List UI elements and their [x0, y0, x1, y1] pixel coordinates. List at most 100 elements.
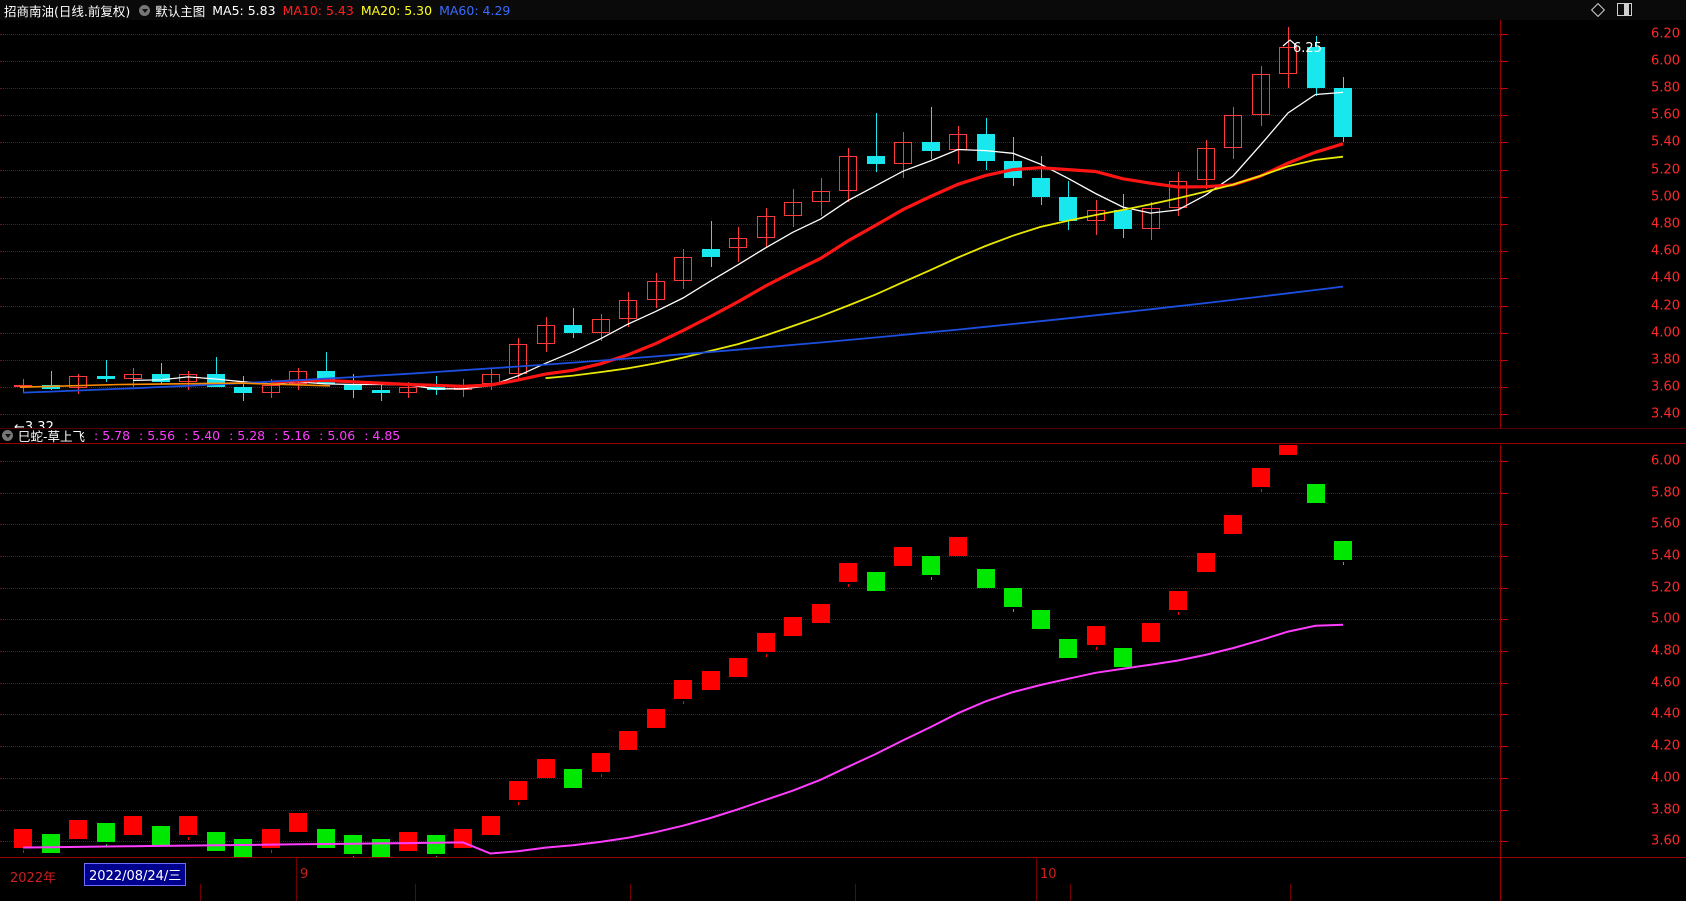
indicator-block[interactable]: [289, 813, 307, 833]
candle-body[interactable]: [69, 376, 87, 389]
indicator-block[interactable]: [564, 768, 582, 788]
candle-body[interactable]: [1224, 115, 1242, 148]
indicator-block[interactable]: [756, 632, 775, 652]
indicator-name-label[interactable]: 巳蛇-草上飞: [18, 429, 86, 444]
candle-body[interactable]: [756, 215, 775, 238]
candle-body[interactable]: [399, 387, 417, 393]
candle-body[interactable]: [1086, 210, 1105, 222]
indicator-block[interactable]: [69, 819, 87, 839]
circle-chevron-down-icon[interactable]: [2, 430, 13, 441]
candle-body[interactable]: [866, 156, 885, 165]
main-plot-area[interactable]: ←3.326.25横减跌预: [0, 20, 1500, 428]
split-view-icon[interactable]: [1617, 3, 1632, 16]
indicator-block[interactable]: [866, 572, 885, 592]
candle-body[interactable]: [344, 384, 362, 390]
indicator-block[interactable]: [1169, 591, 1187, 611]
indicator-block[interactable]: [426, 835, 445, 855]
candle-body[interactable]: [536, 324, 555, 344]
candle-body[interactable]: [811, 191, 830, 203]
candle-body[interactable]: [96, 376, 115, 379]
candle-body[interactable]: [1031, 177, 1050, 197]
candle-body[interactable]: [619, 300, 637, 320]
candle-body[interactable]: [674, 256, 692, 282]
indicator-block[interactable]: [646, 708, 665, 728]
candle-body[interactable]: [839, 156, 857, 192]
indicator-block[interactable]: [1279, 445, 1297, 455]
indicator-block[interactable]: [839, 562, 857, 582]
indicator-block[interactable]: [729, 657, 747, 677]
indicator-block[interactable]: [234, 838, 252, 857]
indicator-block[interactable]: [1004, 588, 1022, 608]
circle-chevron-down-icon[interactable]: [139, 4, 151, 16]
indicator-block[interactable]: [976, 569, 995, 589]
indicator-block[interactable]: [124, 816, 142, 836]
indicator-block[interactable]: [14, 829, 32, 848]
indicator-block[interactable]: [1224, 515, 1242, 535]
indicator-block[interactable]: [1196, 553, 1215, 573]
axis-tick: [1501, 88, 1508, 89]
indicator-block[interactable]: [811, 604, 830, 623]
candle-body[interactable]: [784, 202, 802, 216]
candle-body[interactable]: [1279, 47, 1297, 75]
indicator-block[interactable]: [1251, 467, 1270, 487]
indicator-block[interactable]: [921, 556, 940, 576]
candle-body[interactable]: [921, 142, 940, 151]
candle-body[interactable]: [151, 373, 170, 382]
sub-indicator-panel[interactable]: 6.00 5.80 5.60 5.40 5.20 5.00 4.80 4.60 4.40 4.20…: [0, 445, 1686, 857]
indicator-block[interactable]: [1306, 483, 1325, 503]
candle-body[interactable]: [289, 370, 307, 385]
candle-body[interactable]: [1251, 74, 1270, 116]
candle-body[interactable]: [729, 237, 747, 249]
candle-body[interactable]: [124, 373, 142, 379]
diamond-icon[interactable]: [1590, 2, 1606, 18]
candle-body[interactable]: [894, 142, 912, 165]
candle-body[interactable]: [564, 324, 582, 333]
candle-body[interactable]: [1141, 207, 1160, 230]
candle-body[interactable]: [976, 134, 995, 162]
sub-plot-area[interactable]: [0, 445, 1500, 857]
indicator-block[interactable]: [1059, 638, 1077, 658]
selected-date-box[interactable]: 2022/08/24/三: [84, 863, 187, 886]
indicator-block[interactable]: [894, 546, 912, 566]
candle-body[interactable]: [1196, 147, 1215, 181]
candle-body[interactable]: [509, 343, 527, 374]
indicator-block[interactable]: [674, 680, 692, 699]
time-axis[interactable]: 2022年 2022/08/24/三 9 10 日线: [0, 857, 1686, 901]
candle-body[interactable]: [1334, 88, 1352, 137]
indicator-block[interactable]: [151, 825, 170, 845]
candle-body[interactable]: [1306, 47, 1325, 88]
candle-body[interactable]: [261, 384, 280, 393]
indicator-value-1: : 5.56: [139, 428, 176, 443]
candle-body[interactable]: [1114, 210, 1132, 230]
indicator-block[interactable]: [1114, 648, 1132, 668]
indicator-block[interactable]: [179, 816, 197, 836]
indicator-block[interactable]: [1141, 623, 1160, 642]
period-box[interactable]: 日线: [1500, 857, 1686, 901]
indicator-block[interactable]: [96, 822, 115, 842]
candle-body[interactable]: [701, 248, 720, 257]
candle-body[interactable]: [1169, 180, 1187, 208]
indicator-block[interactable]: [536, 759, 555, 779]
indicator-block[interactable]: [261, 829, 280, 848]
indicator-block[interactable]: [1334, 540, 1352, 560]
indicator-block[interactable]: [1086, 626, 1105, 646]
indicator-block[interactable]: [399, 832, 417, 852]
indicator-block[interactable]: [619, 730, 637, 750]
indicator-block[interactable]: [481, 816, 500, 836]
main-price-panel[interactable]: 6.20 6.00 5.80 5.60 5.40 5.20 5.00 4.80 4.60 4.40…: [0, 20, 1686, 428]
indicator-block[interactable]: [701, 670, 720, 690]
indicator-block[interactable]: [206, 832, 225, 852]
candle-body[interactable]: [371, 389, 390, 393]
candle-body[interactable]: [646, 281, 665, 301]
indicator-block[interactable]: [784, 616, 802, 636]
indicator-block[interactable]: [1031, 610, 1050, 630]
indicator-block[interactable]: [591, 752, 610, 772]
layout-name-label[interactable]: 默认主图: [155, 3, 206, 19]
indicator-block[interactable]: [344, 835, 362, 855]
symbol-title[interactable]: 招商南油(日线.前复权): [4, 3, 131, 19]
candle-body[interactable]: [234, 387, 252, 393]
indicator-block[interactable]: [949, 537, 967, 557]
candle-body[interactable]: [1059, 196, 1077, 222]
indicator-block[interactable]: [509, 781, 527, 801]
candle-body[interactable]: [591, 319, 610, 333]
